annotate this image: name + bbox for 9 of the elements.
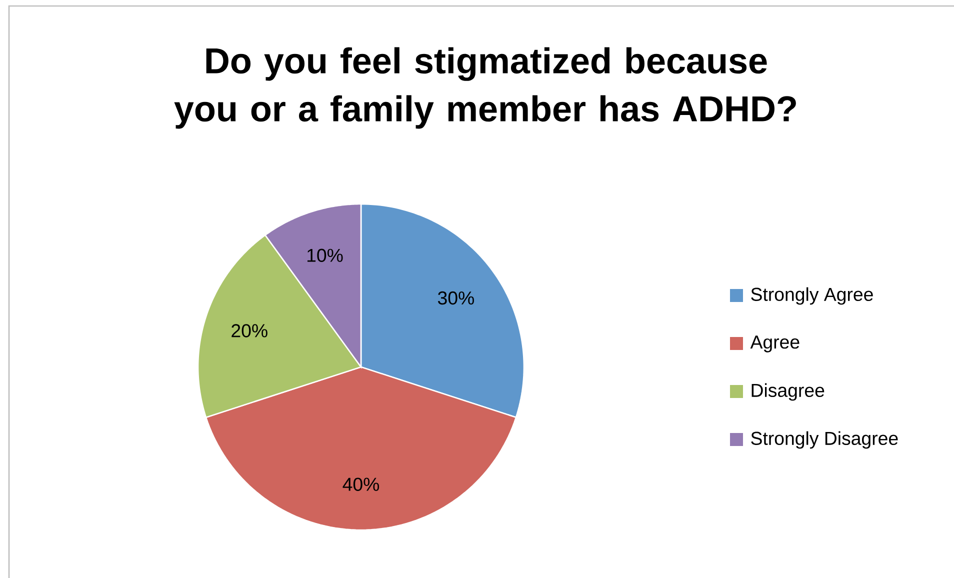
data-label: 40% — [342, 478, 380, 491]
chart-title: Do you feel stigmatized because you or a family member has ADHD? — [174, 47, 796, 129]
legend-label: Strongly Disagree — [751, 431, 898, 449]
data-label: 20% — [232, 324, 268, 338]
data-label: 30% — [438, 291, 474, 305]
data-label: 10% — [307, 248, 343, 262]
legend-label: Agree — [750, 336, 800, 352]
legend-label: Strongly Agree — [751, 287, 873, 305]
legend-label: Disagree — [752, 383, 824, 401]
